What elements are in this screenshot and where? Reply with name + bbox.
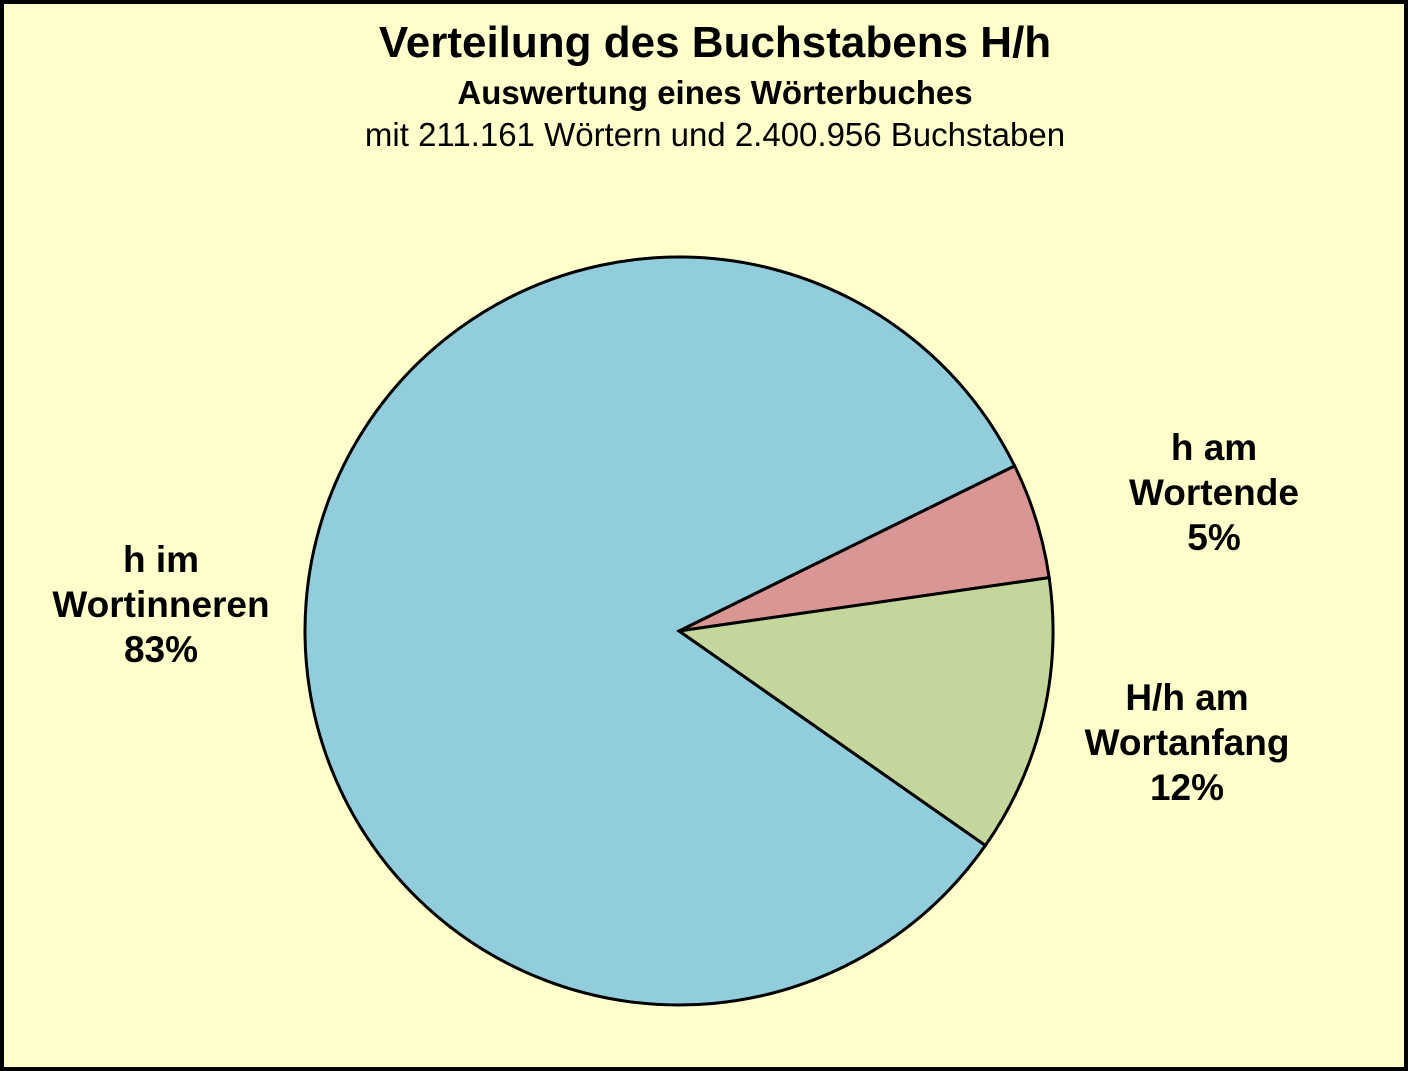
chart-description: mit 211.161 Wörtern und 2.400.956 Buchst…	[364, 116, 1066, 153]
slice-label-line: H/h am	[1125, 677, 1249, 718]
pie-slice-wortinneren	[303, 255, 1017, 1007]
slice-label-wortanfang: H/h am Wortanfang 12%	[1085, 675, 1290, 810]
chart-title: Verteilung des Buchstabens H/h	[378, 18, 1052, 67]
slice-label-wortinneren: h im Wortinneren 83%	[52, 537, 269, 672]
slice-label-percent: 83%	[123, 629, 199, 670]
slice-label-line: h im	[122, 539, 200, 580]
title-block: Verteilung des Buchstabens H/h Auswertun…	[165, 4, 1265, 155]
pie-slice-wortanfang	[675, 575, 1055, 848]
chart-subtitle: Auswertung eines Wörterbuches	[457, 74, 973, 111]
slice-label-line: Wortende	[1129, 472, 1299, 513]
slice-label-percent: 12%	[1149, 767, 1225, 808]
slice-label-wortende: h am Wortende 5%	[1129, 425, 1299, 560]
slice-label-line: h am	[1170, 427, 1258, 468]
slice-label-line: Wortinneren	[52, 584, 270, 625]
slice-label-line: Wortanfang	[1084, 722, 1290, 763]
pie-chart	[303, 255, 1055, 1007]
slice-label-percent: 5%	[1187, 517, 1241, 558]
